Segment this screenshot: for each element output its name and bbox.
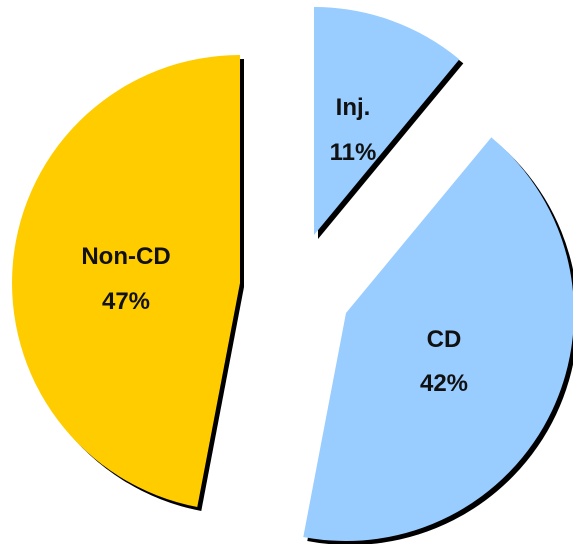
slice-labels: Inj. 11% CD 42% Non-CD 47% bbox=[81, 94, 468, 397]
slices bbox=[12, 7, 573, 541]
slice-label-inj-percent: 11% bbox=[330, 139, 377, 166]
slice-non-cd bbox=[12, 55, 241, 507]
slice-label-cd-name: CD bbox=[427, 326, 462, 353]
slice-label-non-cd-name: Non-CD bbox=[81, 243, 170, 270]
slice-label-non-cd-percent: 47% bbox=[102, 288, 150, 315]
slice-label-inj-name: Inj. bbox=[336, 94, 371, 121]
slice-cd bbox=[303, 137, 573, 541]
slice-inj bbox=[314, 7, 460, 235]
slice-label-cd-percent: 42% bbox=[420, 370, 468, 397]
